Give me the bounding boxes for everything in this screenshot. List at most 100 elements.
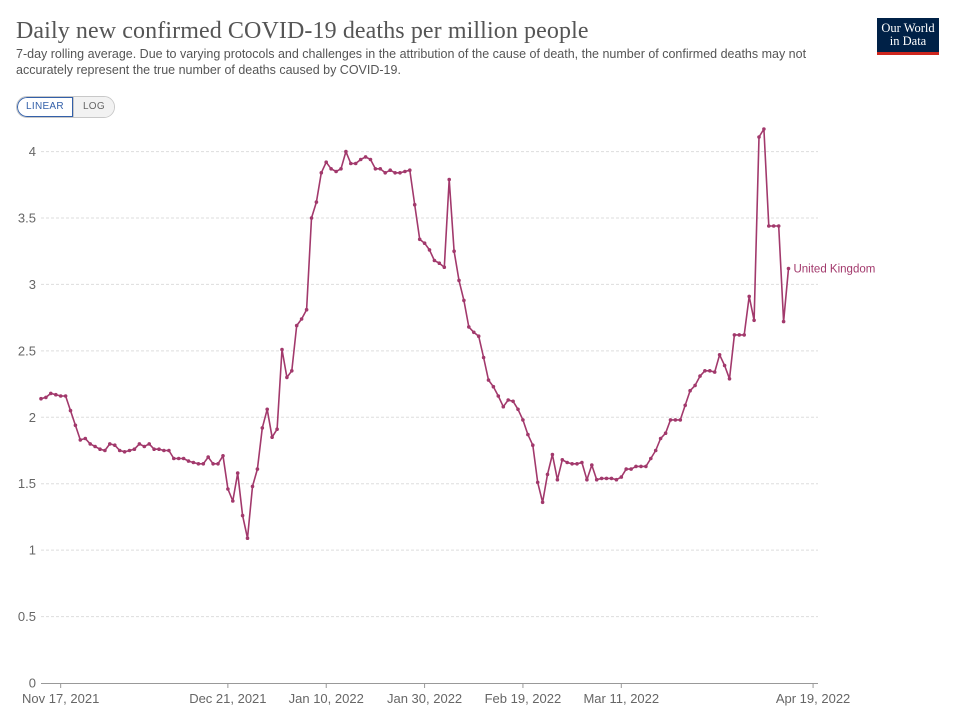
data-point[interactable] [683,403,687,408]
data-point[interactable] [152,447,156,452]
data-point[interactable] [540,500,545,505]
data-point[interactable] [137,442,142,446]
data-point[interactable] [688,388,692,393]
data-point[interactable] [786,266,791,271]
data-point[interactable] [535,480,540,485]
data-point[interactable] [329,167,333,171]
data-point[interactable] [373,167,378,171]
data-point[interactable] [486,378,491,382]
data-point[interactable] [771,224,776,228]
data-point[interactable] [619,475,624,479]
data-point[interactable] [663,431,668,436]
data-point[interactable] [511,399,515,404]
data-point[interactable] [324,160,329,164]
data-point[interactable] [673,418,678,422]
data-point[interactable] [727,377,732,381]
linear-scale-button[interactable]: LINEAR [17,97,73,117]
series-label[interactable]: United Kingdom [793,263,875,275]
data-point[interactable] [678,418,683,422]
data-point[interactable] [781,319,786,324]
data-point[interactable] [550,452,555,457]
data-point[interactable] [629,467,633,471]
data-point[interactable] [604,476,609,481]
data-point[interactable] [245,536,250,540]
data-point[interactable] [349,161,353,166]
data-point[interactable] [339,167,343,171]
data-point[interactable] [265,407,270,412]
data-point[interactable] [63,394,68,398]
data-point[interactable] [191,460,196,465]
data-point[interactable] [103,448,107,453]
data-point[interactable] [634,464,638,469]
data-point[interactable] [78,438,83,442]
data-point[interactable] [68,408,73,413]
data-point[interactable] [693,383,697,388]
data-point[interactable] [437,261,442,266]
data-point[interactable] [742,333,746,337]
data-point[interactable] [231,499,235,503]
data-point[interactable] [644,464,648,469]
data-point[interactable] [609,476,614,481]
data-point[interactable] [39,396,43,401]
data-point[interactable] [422,241,427,245]
data-point[interactable] [201,462,206,466]
data-point[interactable] [658,436,663,441]
data-point[interactable] [732,333,737,337]
data-point[interactable] [412,202,417,207]
data-point[interactable] [649,456,653,461]
data-point[interactable] [260,426,265,430]
data-point[interactable] [545,472,550,477]
data-point[interactable] [44,395,48,400]
data-point[interactable] [462,298,466,303]
data-point[interactable] [408,168,412,172]
data-point[interactable] [383,171,388,175]
data-point[interactable] [294,323,299,328]
data-point[interactable] [555,477,560,482]
data-point[interactable] [712,370,717,374]
data-point[interactable] [58,394,63,398]
data-point[interactable] [491,384,496,389]
data-point[interactable] [594,477,599,482]
data-point[interactable] [757,135,761,139]
data-point[interactable] [447,177,452,182]
data-point[interactable] [614,477,619,482]
data-point[interactable] [708,369,712,373]
data-point[interactable] [432,258,437,263]
data-point[interactable] [290,369,294,373]
data-point[interactable] [54,392,58,397]
data-point[interactable] [280,347,284,352]
data-point[interactable] [442,265,447,270]
data-point[interactable] [275,427,279,432]
data-point[interactable] [388,168,393,172]
data-point[interactable] [378,167,383,171]
data-point[interactable] [516,407,520,412]
data-point[interactable] [703,369,707,373]
owid-logo[interactable]: Our World in Data [877,18,939,55]
data-point[interactable] [472,330,476,335]
data-point[interactable] [211,462,215,466]
data-point[interactable] [506,398,511,402]
data-point[interactable] [570,462,574,466]
data-point[interactable] [216,462,220,466]
data-point[interactable] [560,458,565,462]
data-point[interactable] [590,463,594,467]
data-point[interactable] [737,333,742,337]
data-point[interactable] [98,447,102,452]
data-point[interactable] [457,278,461,283]
data-point[interactable] [226,487,230,491]
data-point[interactable] [565,460,569,465]
data-point[interactable] [521,418,525,422]
data-point[interactable] [221,454,225,458]
data-point[interactable] [304,307,309,312]
data-point[interactable] [452,249,456,253]
data-point[interactable] [398,171,402,175]
data-point[interactable] [585,477,589,482]
data-point[interactable] [752,318,756,323]
data-point[interactable] [206,455,210,459]
data-point[interactable] [762,127,766,131]
data-point[interactable] [93,444,97,449]
data-point[interactable] [653,448,658,453]
data-point[interactable] [314,200,319,204]
data-point[interactable] [88,442,92,446]
data-point[interactable] [162,448,166,453]
